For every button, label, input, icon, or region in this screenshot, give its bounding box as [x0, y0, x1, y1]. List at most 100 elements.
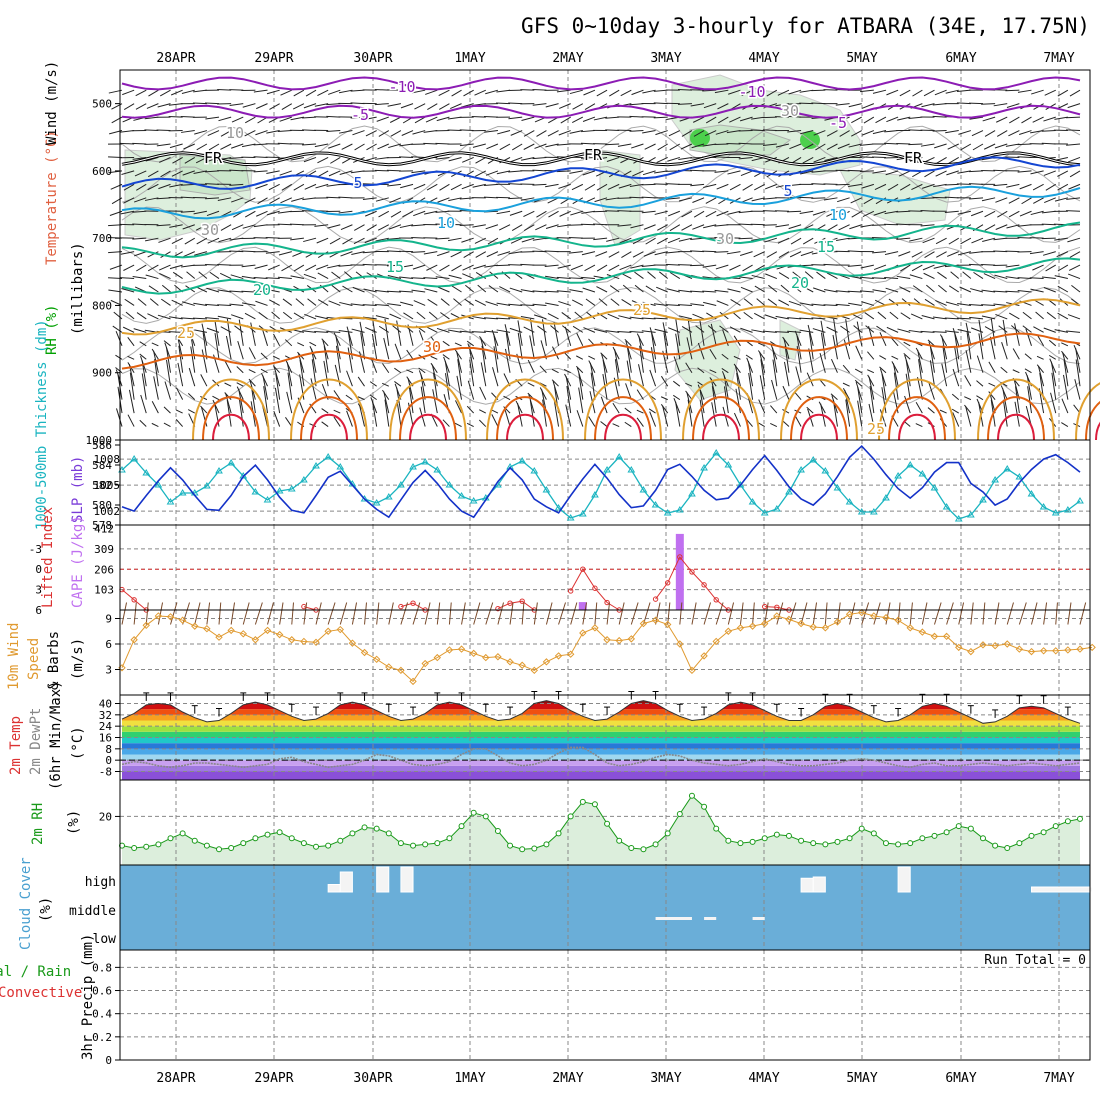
thickness-point — [700, 464, 708, 471]
wind-barb — [328, 170, 341, 177]
wind-barb — [993, 290, 1008, 293]
wind-barb — [824, 237, 838, 243]
y-tick-label: 32 — [99, 709, 112, 722]
wind-barb — [909, 237, 923, 242]
wind-barb — [1066, 143, 1081, 146]
wind-barb — [733, 355, 741, 360]
wind-barb — [873, 264, 887, 271]
date-label-5MAY: 5MAY — [846, 51, 877, 66]
wind-barb — [520, 304, 535, 306]
wind-barb — [911, 183, 923, 191]
y-tick-label: 16 — [99, 732, 112, 745]
wind-barb — [333, 416, 341, 427]
wind-barb — [496, 302, 511, 306]
wind10-barb — [1055, 602, 1058, 625]
rh2m-point — [1028, 832, 1035, 839]
wind-barb — [378, 325, 390, 333]
wind-barb — [624, 407, 632, 414]
wind-barb — [317, 157, 329, 164]
wind10-point — [748, 622, 757, 630]
wind-barb — [212, 395, 220, 401]
bottom-date-axis: 28APR 29APR 30APR 1MAY 2MAY 3MAY 4MAY 5MAY 6MAY 7… — [156, 1071, 1074, 1086]
wind-barb — [823, 304, 838, 306]
wind10-barb — [194, 602, 201, 625]
wind10-point — [215, 633, 223, 641]
lifted-point — [774, 604, 780, 610]
wind10-barb — [267, 602, 274, 625]
wind-barb — [788, 224, 802, 230]
wind-barb — [290, 275, 304, 280]
wind-barb — [269, 299, 280, 306]
cloud-high-bar — [1030, 886, 1093, 893]
wind-barb — [279, 170, 292, 176]
wind-barb — [430, 336, 438, 347]
wind-barb — [351, 251, 365, 255]
wind-barb — [280, 197, 292, 204]
wind10-point — [482, 653, 490, 662]
wind-barb — [848, 302, 862, 306]
wind10-barb — [400, 602, 409, 625]
wind-barb — [411, 224, 426, 227]
wind-barb — [900, 312, 911, 320]
wind-barb — [400, 301, 414, 306]
wind-barb — [1029, 277, 1044, 280]
wind-barb — [352, 286, 365, 293]
wind-barb — [921, 314, 935, 320]
wind-barb — [261, 327, 268, 346]
wind-barb — [1024, 368, 1032, 374]
isotherm-label: 25 — [633, 301, 651, 319]
wind-barb — [250, 322, 256, 346]
y-tick-label: 0.8 — [92, 961, 112, 974]
wind-barb — [746, 357, 754, 373]
wind10-point — [663, 620, 672, 629]
wind-barb — [479, 386, 487, 400]
wind-barb — [140, 394, 147, 414]
wind-barb — [201, 323, 208, 346]
wind-barb — [1017, 277, 1032, 280]
wind-barb — [765, 273, 778, 280]
wind-barb — [254, 264, 268, 269]
wind-barb — [1030, 210, 1044, 216]
wind-barb — [924, 251, 935, 259]
wind-barb — [692, 197, 705, 203]
cloud-background — [120, 865, 1090, 950]
lifted-point — [677, 554, 683, 560]
wind-barb — [645, 237, 656, 245]
wind-barb — [1043, 116, 1056, 122]
wind-barb — [754, 183, 765, 191]
wind-barb — [716, 183, 729, 190]
lifted-point — [567, 588, 574, 594]
wind-barb — [435, 237, 450, 240]
wind-barb — [326, 196, 341, 199]
wind-barb — [563, 369, 571, 374]
wind-barb — [136, 312, 147, 320]
lifted-point — [762, 603, 768, 610]
wind-barb — [618, 183, 632, 189]
wind-barb — [151, 401, 159, 414]
wind-barb — [292, 103, 305, 110]
wind-barb — [729, 326, 741, 333]
wind-barb — [593, 156, 608, 161]
thickness-point — [300, 476, 308, 483]
thickness-point — [1051, 509, 1060, 516]
wind10-point — [360, 648, 369, 657]
wind-barb — [188, 329, 196, 346]
wind-barb — [375, 237, 389, 242]
wind-barb — [593, 116, 608, 121]
thickness-point — [675, 506, 684, 513]
thickness-point — [603, 466, 611, 473]
wind10-point — [142, 621, 150, 630]
wind-barb — [466, 422, 474, 427]
wind-barb — [224, 382, 232, 387]
wind-barb — [981, 315, 996, 320]
wind-barb — [742, 264, 753, 272]
wind-barb — [520, 315, 535, 320]
wind-barb — [796, 334, 802, 360]
wind-barb — [617, 331, 632, 333]
wind10-point — [918, 628, 927, 636]
upper-rh-label: RH (%) — [44, 304, 60, 355]
wind-barb — [665, 251, 680, 254]
wind-barb — [193, 210, 207, 215]
wind-barb — [135, 89, 147, 97]
wind-barb — [462, 264, 474, 271]
